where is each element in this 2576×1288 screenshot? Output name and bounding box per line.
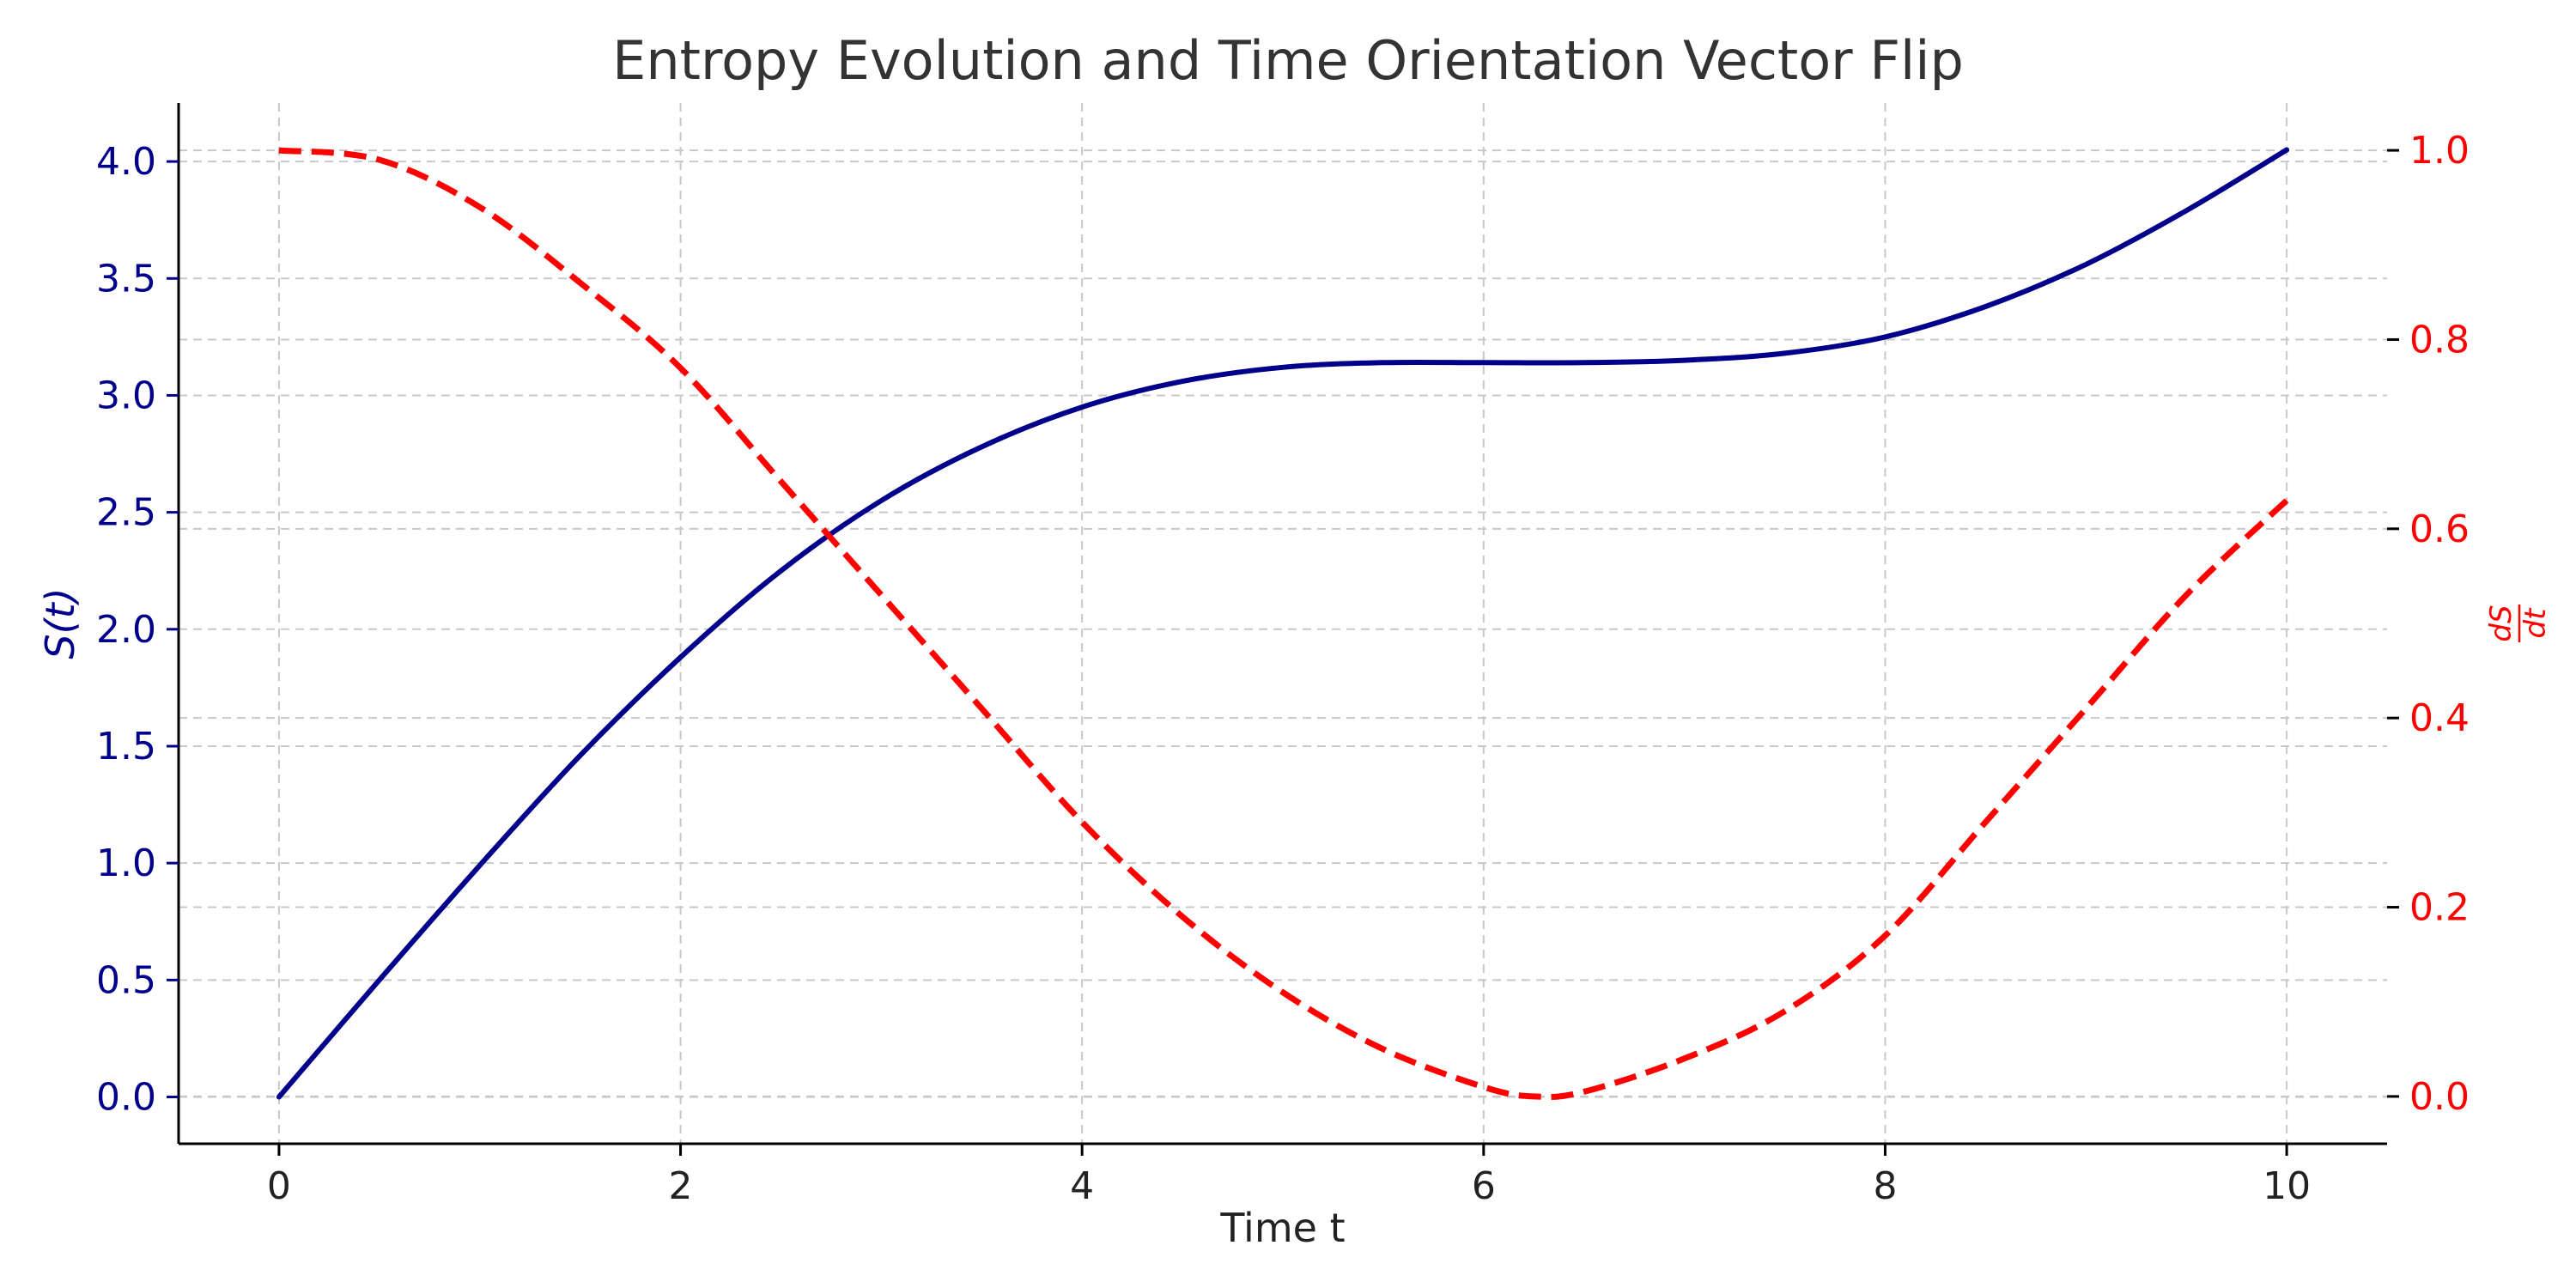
y-left-tick-label: 0.0 (96, 1076, 156, 1120)
y-right-tick-label: 0.8 (2409, 318, 2470, 361)
axes (177, 103, 2387, 1145)
chart-title: Entropy Evolution and Time Orientation V… (612, 29, 1964, 92)
x-axis-label: Time t (1219, 1205, 1345, 1251)
series-line-left (276, 147, 2290, 1100)
x-tick-label: 2 (669, 1164, 693, 1208)
y-axis-label-right: dS dt (2484, 605, 2553, 642)
y-right-tick-label: 0.0 (2409, 1075, 2470, 1119)
x-tick-label: 0 (267, 1164, 291, 1208)
x-tick-label: 10 (2263, 1164, 2311, 1208)
y-left-tick-label: 4.0 (96, 140, 156, 184)
series-line-right (278, 147, 2289, 1100)
y-left-tick-label: 1.5 (96, 725, 156, 769)
y-right-tick-label: 0.6 (2409, 507, 2470, 551)
y-axis-label-right-numerator: dS (2484, 605, 2518, 641)
x-tick-label: 8 (1873, 1164, 1897, 1208)
y-axis-label-left: S(t) (37, 587, 83, 659)
x-tick-label: 4 (1070, 1164, 1094, 1208)
y-right-tick-label: 0.4 (2409, 696, 2470, 740)
plot-area (276, 147, 2290, 1100)
y-left-tick-label: 3.0 (96, 374, 156, 417)
y-right-tick-label: 0.2 (2409, 886, 2470, 930)
y-left-tick-label: 2.0 (96, 608, 156, 652)
grid (179, 103, 2387, 1144)
x-tick-label: 6 (1472, 1164, 1496, 1208)
y-left-tick-label: 0.5 (96, 958, 156, 1002)
y-left-tick-label: 1.0 (96, 841, 156, 885)
y-left-tick-label: 2.5 (96, 491, 156, 535)
y-right-tick-label: 1.0 (2409, 129, 2470, 173)
y-axis-label-right-denominator: dt (2518, 607, 2553, 639)
y-left-tick-label: 3.5 (96, 257, 156, 301)
